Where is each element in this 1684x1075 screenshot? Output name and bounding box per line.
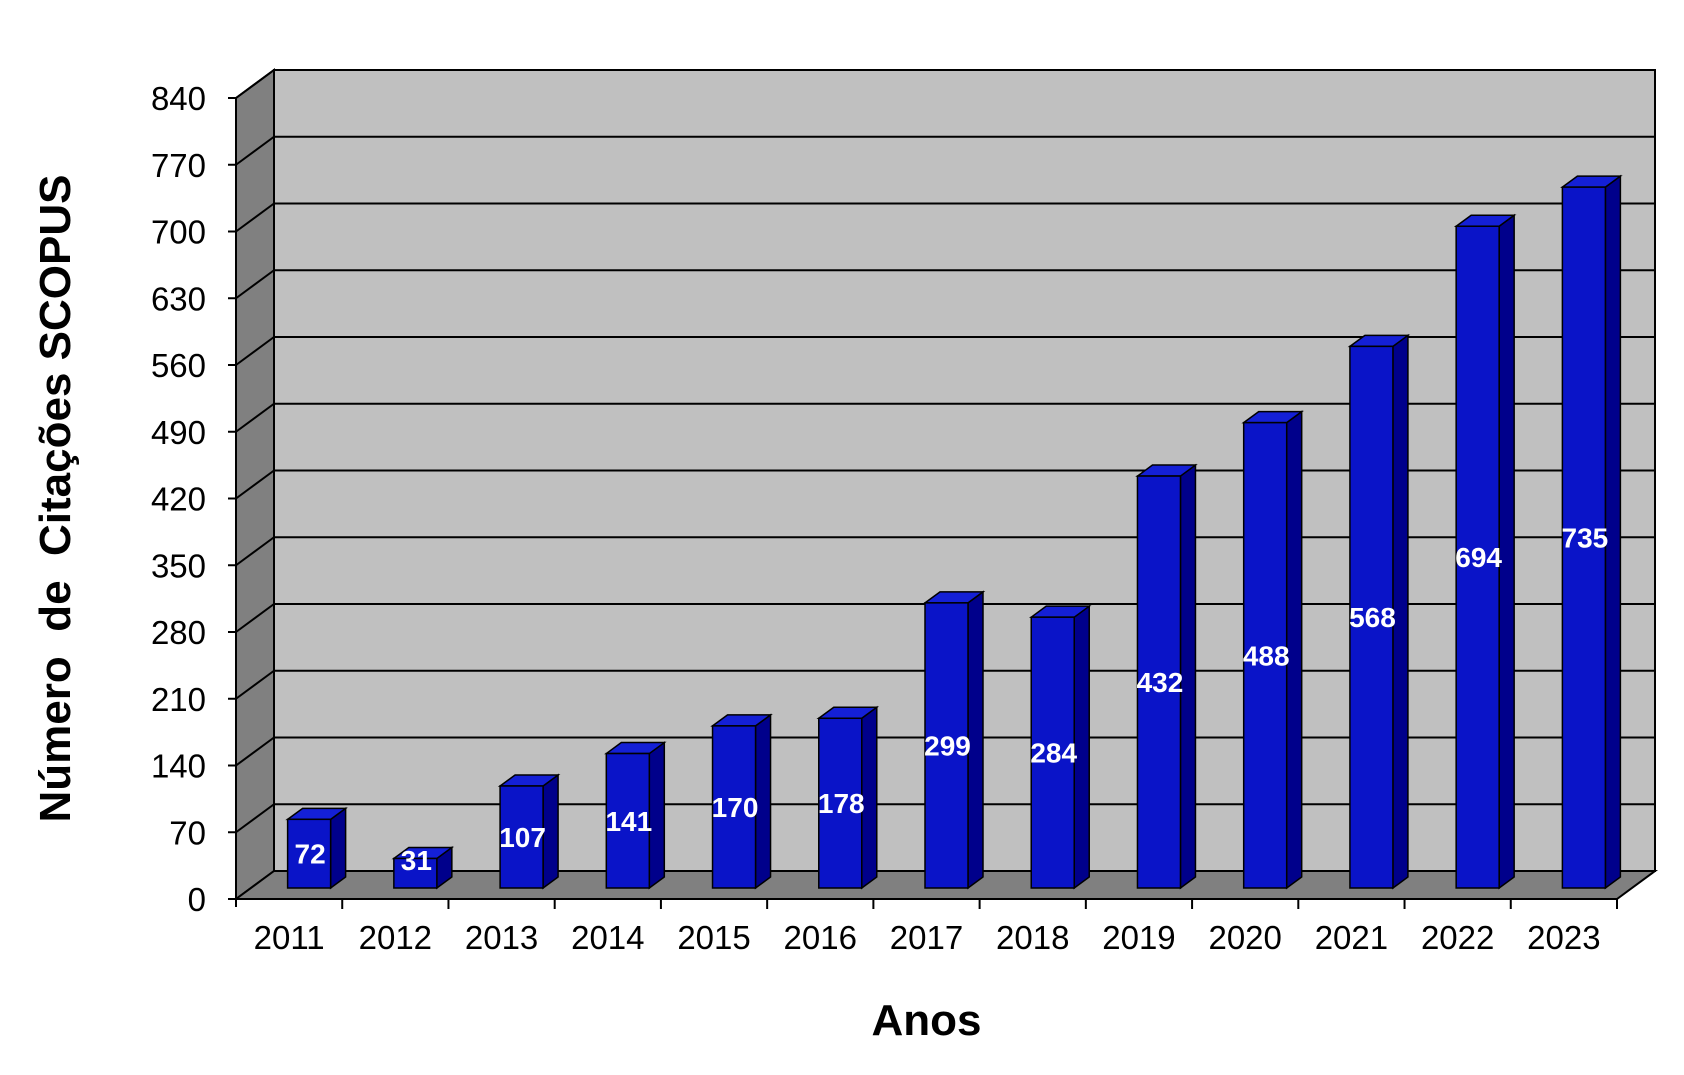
y-tick-label: 560 [151, 347, 206, 384]
y-axis: 0 70 140 210 280 350 420 490 560 630 700 770 840 [151, 80, 237, 918]
x-tick-label: 2019 [1102, 919, 1175, 956]
bar [710, 713, 773, 890]
data-label: 299 [924, 730, 971, 761]
bar-front [1349, 345, 1394, 889]
bars [285, 174, 1623, 890]
data-label: 488 [1243, 640, 1290, 671]
data-label: 735 [1562, 523, 1609, 554]
x-axis-title: Anos [872, 996, 982, 1045]
x-tick-label: 2023 [1527, 919, 1600, 956]
y-tick-label: 280 [151, 614, 206, 651]
bar-front [924, 602, 969, 889]
bar-side [329, 806, 347, 890]
bar-front [1561, 186, 1607, 889]
x-tick-label: 2021 [1315, 919, 1388, 956]
data-label: 170 [712, 792, 759, 823]
bar-front [286, 818, 332, 889]
bar-front [1242, 421, 1288, 889]
bar [1135, 463, 1198, 890]
bar-front [605, 752, 651, 889]
y-tick-label: 490 [151, 414, 206, 451]
y-tick-label: 840 [151, 80, 206, 117]
bar [1028, 604, 1092, 890]
gridline-side [235, 269, 275, 300]
data-label: 432 [1137, 667, 1184, 698]
data-label: 72 [295, 839, 326, 870]
bar [497, 773, 561, 890]
data-label: 31 [401, 845, 432, 876]
y-tick-label: 420 [151, 481, 206, 518]
y-axis-title: Número de Citações SCOPUS [31, 175, 80, 823]
bar-front [818, 717, 863, 889]
data-labels: 72 31 107 141 170 178 299 284 432 488 568 694 735 [295, 523, 1609, 876]
data-label: 694 [1455, 542, 1502, 573]
y-tick-label: 70 [169, 814, 206, 851]
bar [391, 845, 455, 890]
bar-front [1455, 225, 1500, 889]
x-tick-label: 2018 [996, 919, 1069, 956]
bar [1241, 410, 1304, 890]
gridline-side [235, 603, 275, 633]
gridline-side [235, 336, 275, 366]
gridline-side [235, 469, 275, 500]
gridline-side [235, 69, 275, 99]
x-tick-label: 2017 [890, 919, 963, 956]
y-tick-label: 630 [151, 280, 206, 317]
y-tick-label: 140 [151, 748, 206, 785]
x-tick-label: 2016 [784, 919, 857, 956]
bar [604, 741, 667, 890]
x-tick-label: 2012 [359, 919, 432, 956]
bar-front [1136, 475, 1182, 889]
gridline-side [235, 202, 275, 233]
bar [1347, 333, 1411, 890]
x-tick-label: 2014 [571, 919, 644, 956]
x-tick-label: 2020 [1208, 919, 1281, 956]
y-tick-label: 700 [151, 214, 206, 251]
x-axis: 2011 2012 2013 2014 2015 2016 2017 2018 2019 2020… [236, 898, 1618, 956]
data-label: 178 [818, 788, 865, 819]
bar [1453, 213, 1517, 890]
bar-front [711, 725, 757, 889]
data-label: 284 [1030, 738, 1077, 769]
gridline-side [235, 135, 275, 166]
bar [285, 806, 348, 890]
data-label: 141 [605, 806, 652, 837]
y-tick-label: 350 [151, 547, 206, 584]
y-tick-label: 0 [188, 881, 206, 918]
gridline-side [235, 803, 275, 834]
bar-front [1030, 616, 1075, 889]
bar [1560, 174, 1623, 890]
bar [816, 705, 880, 890]
gridline-side [235, 669, 275, 700]
x-tick-label: 2013 [465, 919, 538, 956]
bar [922, 590, 986, 890]
y-tick-label: 770 [151, 147, 206, 184]
gridline-side [235, 536, 275, 567]
bar-front [499, 785, 544, 889]
data-label: 107 [499, 822, 546, 853]
x-tick-label: 2022 [1421, 919, 1494, 956]
x-tick-label: 2011 [254, 919, 325, 956]
y-tick-label: 210 [151, 681, 206, 718]
gridline-side [235, 402, 275, 433]
data-label: 568 [1349, 602, 1396, 633]
bar-front [393, 857, 438, 889]
x-tick-label: 2015 [677, 919, 750, 956]
gridline-side [235, 736, 275, 767]
